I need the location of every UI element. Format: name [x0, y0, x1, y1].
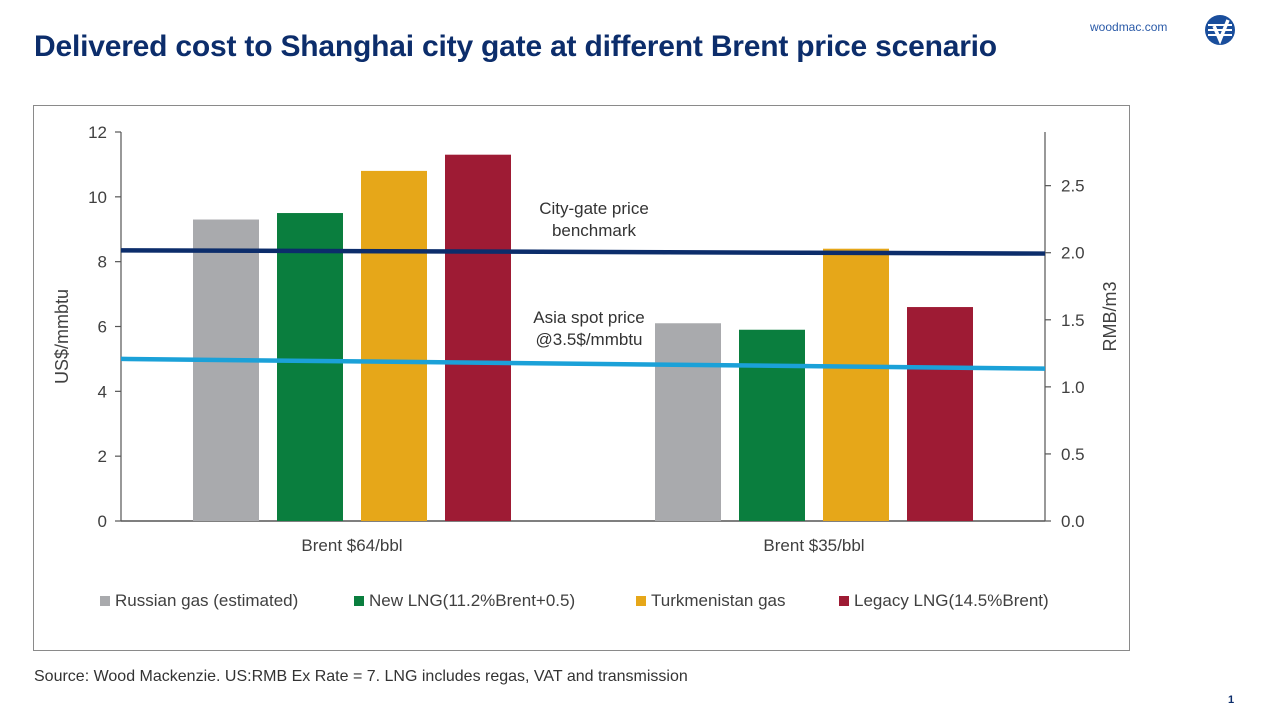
legend-swatch — [636, 596, 646, 606]
bar-chart: 0 2 4 6 8 10 12 US$/mmbtu 0.0 0.5 1.0 1.5 2.0 2.5 RMB/… — [52, 123, 1120, 610]
reference-line-label: @3.5$/mmbtu — [535, 330, 642, 349]
y-tick-label: 8 — [98, 253, 107, 272]
y2-tick-label: 1.5 — [1061, 311, 1085, 330]
reference-line-label: City-gate price — [539, 199, 649, 218]
brand-url[interactable]: woodmac.com — [1090, 20, 1168, 34]
y-tick-label: 6 — [98, 318, 107, 337]
legend-swatch — [354, 596, 364, 606]
x-category-label: Brent $64/bbl — [301, 536, 402, 555]
bar-4-2 — [907, 307, 973, 521]
legend-entry: Russian gas (estimated) — [115, 591, 298, 610]
y2-tick-label: 0.0 — [1061, 512, 1085, 531]
y2-tick-label: 1.0 — [1061, 378, 1085, 397]
y2-axis-label: RMB/m3 — [1100, 281, 1120, 351]
x-category-label: Brent $35/bbl — [763, 536, 864, 555]
y-tick-label: 0 — [98, 512, 107, 531]
page-number: 1 — [1228, 694, 1235, 706]
y2-tick-label: 2.5 — [1061, 177, 1085, 196]
legend-entry: Turkmenistan gas — [651, 591, 785, 610]
legend-entry: New LNG(11.2%Brent+0.5) — [369, 591, 575, 610]
y2-tick-label: 2.0 — [1061, 244, 1085, 263]
legend-entry: Legacy LNG(14.5%Brent) — [854, 591, 1049, 610]
y-tick-label: 10 — [88, 188, 107, 207]
bar-1-1 — [193, 219, 259, 521]
y-tick-label: 2 — [98, 447, 107, 466]
bar-3-1 — [361, 170, 427, 521]
reference-line-label: benchmark — [552, 221, 637, 240]
reference-line-label: Asia spot price — [533, 308, 645, 327]
reference-line-2 — [120, 356, 1046, 371]
bar-1-2 — [655, 323, 721, 521]
page-title: Delivered cost to Shanghai city gate at … — [34, 30, 997, 63]
bar-2-1 — [277, 213, 343, 521]
chart-frame: 0 2 4 6 8 10 12 US$/mmbtu 0.0 0.5 1.0 1.5 2.0 2.5 RMB/… — [33, 105, 1130, 651]
legend-swatch — [839, 596, 849, 606]
y-axis-label: US$/mmbtu — [52, 289, 72, 384]
bar-2-2 — [739, 329, 805, 521]
source-note: Source: Wood Mackenzie. US:RMB Ex Rate =… — [34, 668, 688, 685]
legend-swatch — [100, 596, 110, 606]
y2-tick-label: 0.5 — [1061, 445, 1085, 464]
bar-4-1 — [445, 154, 511, 522]
bar-3-2 — [823, 248, 889, 521]
reference-line-1 — [120, 248, 1046, 256]
y-tick-label: 12 — [88, 123, 107, 142]
y-tick-label: 4 — [98, 382, 107, 401]
wood-mackenzie-logo-icon — [1205, 15, 1235, 45]
